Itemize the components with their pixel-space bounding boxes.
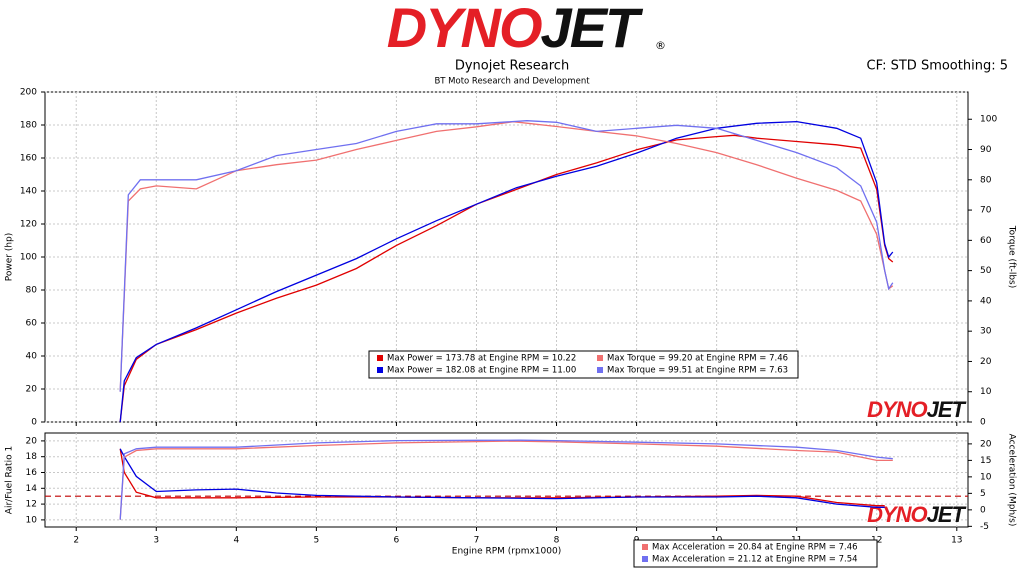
series-line [119, 440, 893, 520]
subtitle: BT Moto Research and Development [434, 77, 590, 87]
legend-swatch [597, 367, 603, 373]
x-tick-label: 4 [233, 536, 239, 546]
legend-swatch [642, 556, 648, 562]
y2-tick-label: 20 [980, 439, 992, 449]
y-tick-label: 0 [31, 418, 37, 428]
legend-swatch [377, 367, 383, 373]
x-tick-label: 5 [314, 536, 320, 546]
watermark-jet: JET [927, 502, 967, 527]
y-tick-label: 60 [26, 319, 38, 329]
y-tick-label: 140 [20, 187, 37, 197]
y2-tick-label: 30 [980, 327, 992, 337]
y2-tick-label: 15 [980, 456, 991, 466]
x-tick-label: 3 [153, 536, 159, 546]
legend-label: Max Torque = 99.20 at Engine RPM = 7.46 [607, 354, 788, 364]
legend-swatch [377, 355, 383, 361]
series-line [119, 121, 894, 392]
y-tick-label: 10 [26, 515, 38, 525]
legend-box [368, 350, 799, 379]
y2-tick-label: 80 [980, 175, 992, 185]
y-tick-label: 40 [26, 352, 38, 362]
y2-tick-label: 100 [980, 115, 997, 125]
watermark-jet: JET [927, 397, 967, 422]
y2-tick-label: 50 [980, 266, 992, 276]
settings: CF: STD Smoothing: 5 [867, 59, 1008, 74]
legend-box [633, 539, 878, 568]
y2-tick-label: 0 [980, 505, 986, 515]
y-tick-label: 12 [26, 500, 37, 510]
series-line [119, 134, 894, 423]
y2-tick-label: 40 [980, 296, 992, 306]
y2-tick-label: 10 [980, 472, 992, 482]
legend-label: Max Power = 182.08 at Engine RPM = 11.00 [387, 366, 576, 376]
legend-label: Max Power = 173.78 at Engine RPM = 10.22 [387, 354, 576, 364]
watermark-dyno: DYNO [867, 397, 927, 422]
legend-label: Max Acceleration = 20.84 at Engine RPM =… [652, 543, 858, 553]
x-tick-label: 13 [951, 536, 962, 546]
y-axis-label: Air/Fuel Ratio 1 [5, 446, 15, 514]
y2-axis-label: Torque (ft-lbs) [1007, 225, 1017, 289]
registered-mark: ® [655, 39, 666, 52]
y-tick-label: 160 [20, 154, 37, 164]
y-tick-label: 180 [20, 121, 37, 131]
x-tick-label: 7 [474, 536, 480, 546]
y-tick-label: 80 [26, 286, 38, 296]
y-tick-label: 20 [26, 436, 38, 446]
x-tick-label: 2 [73, 536, 79, 546]
y-tick-label: 100 [20, 253, 37, 263]
legend-label: Max Acceleration = 21.12 at Engine RPM =… [652, 555, 858, 565]
x-tick-label: 8 [554, 536, 560, 546]
y2-tick-label: 60 [980, 236, 992, 246]
y2-tick-label: 90 [980, 145, 992, 155]
y-tick-label: 20 [26, 385, 38, 395]
logo: DYNOJET [387, 0, 644, 59]
y2-tick-label: 10 [980, 387, 992, 397]
y2-tick-label: 5 [980, 489, 986, 499]
y2-axis-label: Acceleration (Mph/s) [1007, 434, 1017, 527]
series-line [119, 439, 893, 520]
y2-tick-label: 20 [980, 357, 992, 367]
y2-tick-label: -5 [980, 522, 989, 532]
title: Dynojet Research [455, 59, 569, 74]
legend-label: Max Torque = 99.51 at Engine RPM = 7.63 [607, 366, 788, 376]
y2-tick-label: 70 [980, 206, 992, 216]
series-line [119, 120, 894, 392]
x-tick-label: 6 [394, 536, 400, 546]
series-line [119, 448, 885, 508]
x-axis-label: Engine RPM (rpmx1000) [452, 547, 561, 557]
legend-swatch [642, 544, 648, 550]
y-tick-label: 14 [26, 484, 38, 494]
series-line [119, 120, 894, 423]
y-axis-label: Power (hp) [5, 233, 15, 282]
legend-swatch [597, 355, 603, 361]
y-tick-label: 18 [26, 452, 38, 462]
watermark: DYNOJET [867, 397, 966, 422]
logo-dyno: DYNO [387, 0, 542, 59]
y2-tick-label: 0 [980, 418, 986, 428]
y-tick-label: 16 [26, 468, 38, 478]
y-tick-label: 200 [20, 88, 37, 98]
logo-jet: JET [541, 0, 644, 59]
y-tick-label: 120 [20, 220, 37, 230]
